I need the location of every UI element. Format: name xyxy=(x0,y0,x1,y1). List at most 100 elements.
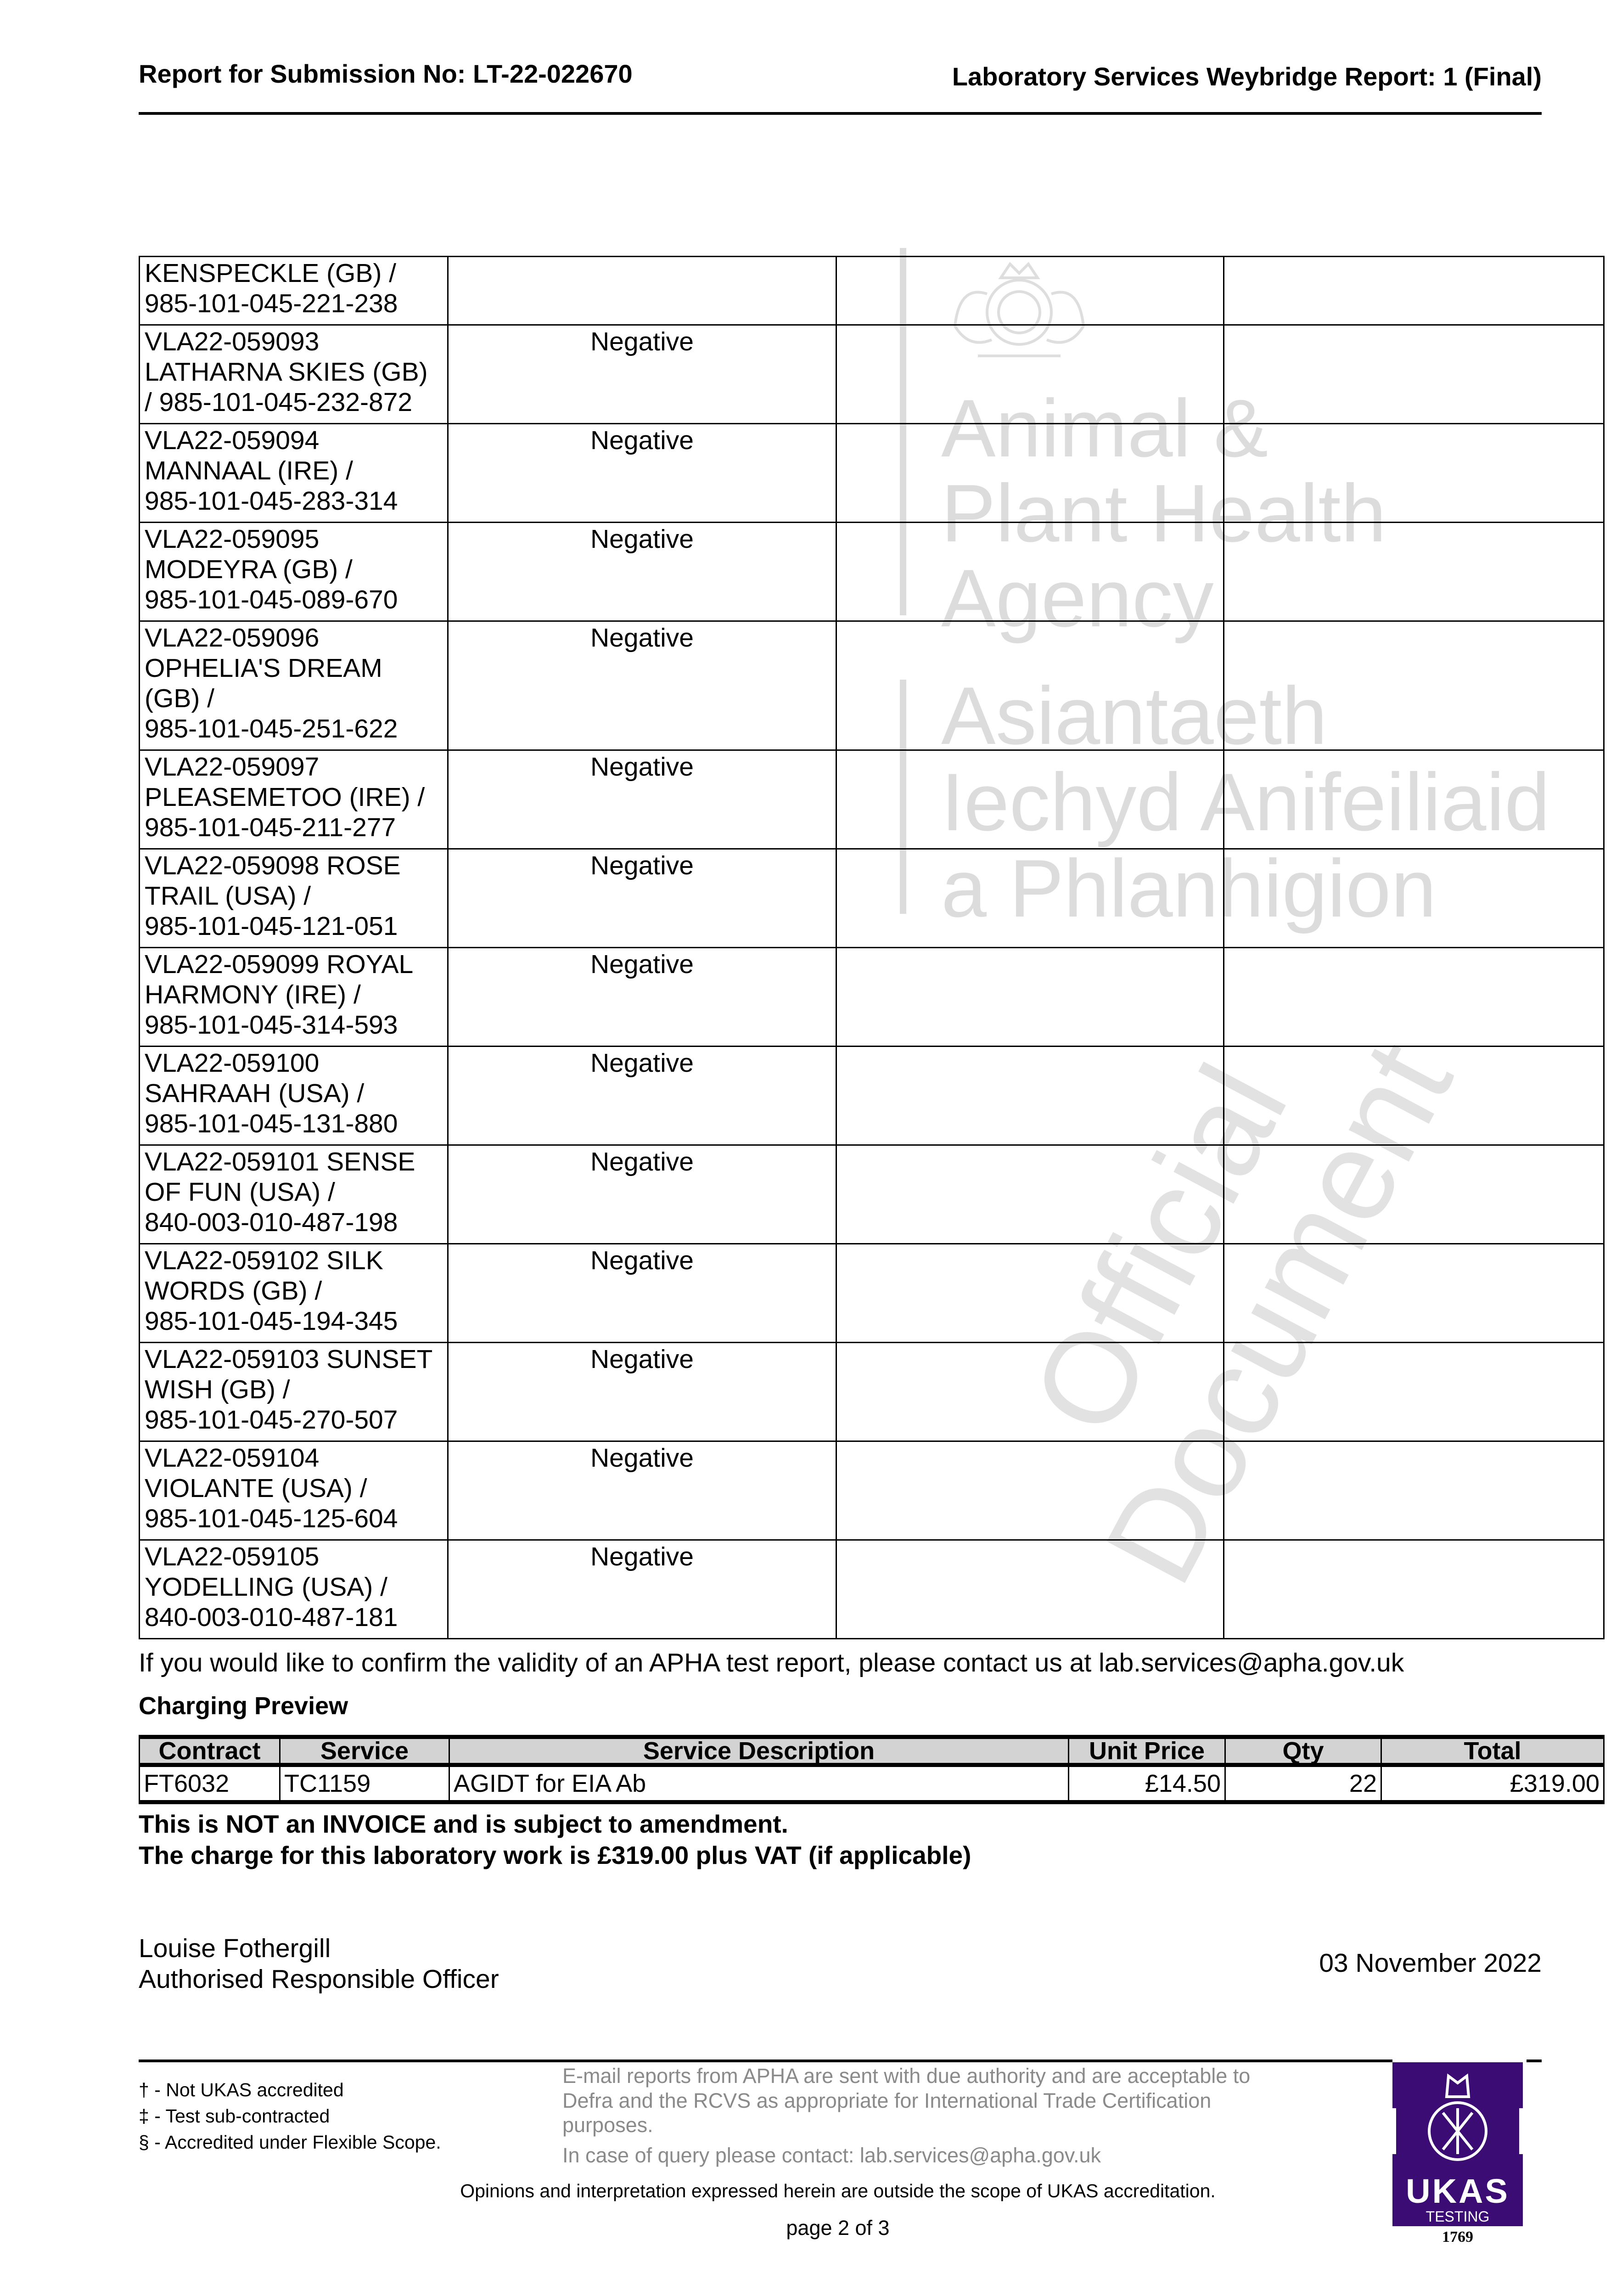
footnote-not-ukas: † - Not UKAS accredited xyxy=(139,2079,344,2100)
email-disclaimer-line: Defra and the RCVS as appropriate for In… xyxy=(562,2089,1212,2112)
empty-cell xyxy=(836,423,1224,523)
result-cell: Negative xyxy=(447,848,837,948)
footer-divider xyxy=(1527,2060,1542,2062)
sample-cell: VLA22-059104 VIOLANTE (USA) / 985-101-04… xyxy=(139,1441,449,1541)
empty-cell xyxy=(1223,522,1605,622)
query-contact: In case of query please contact: lab.ser… xyxy=(562,2144,1101,2167)
empty-cell xyxy=(1223,1441,1605,1541)
page-number: page 2 of 3 xyxy=(786,2216,890,2240)
not-invoice-notice: This is NOT an INVOICE and is subject to… xyxy=(139,1810,788,1838)
empty-cell xyxy=(836,522,1224,622)
table-row: VLA22-059097 PLEASEMETOO (IRE) / 985-101… xyxy=(139,749,1605,850)
empty-cell xyxy=(1223,256,1605,326)
ukas-logo: UKAS TESTING xyxy=(1392,2062,1523,2226)
result-cell: Negative xyxy=(447,1441,837,1541)
ukas-crown-icon xyxy=(1392,2073,1523,2161)
table-row: VLA22-059096 OPHELIA'S DREAM (GB) / 985-… xyxy=(139,620,1605,751)
result-cell: Negative xyxy=(447,620,837,751)
result-cell xyxy=(447,256,837,326)
col-total: Total xyxy=(1381,1735,1605,1767)
footnote-flexible-scope: § - Accredited under Flexible Scope. xyxy=(139,2132,441,2153)
result-cell: Negative xyxy=(447,947,837,1047)
empty-cell xyxy=(836,256,1224,326)
signatory-role: Authorised Responsible Officer xyxy=(139,1964,499,1994)
sample-cell: VLA22-059103 SUNSET WISH (GB) / 985-101-… xyxy=(139,1342,449,1442)
table-row: VLA22-059099 ROYAL HARMONY (IRE) / 985-1… xyxy=(139,947,1605,1047)
result-cell: Negative xyxy=(447,1342,837,1442)
empty-cell xyxy=(1223,1342,1605,1442)
report-submission-title: Report for Submission No: LT-22-022670 xyxy=(139,59,633,88)
service-cell: TC1159 xyxy=(279,1764,450,1804)
empty-cell xyxy=(1223,749,1605,850)
ukas-name: UKAS xyxy=(1406,2172,1510,2210)
empty-cell xyxy=(836,1046,1224,1146)
col-unit-price: Unit Price xyxy=(1068,1735,1226,1767)
empty-cell xyxy=(836,324,1224,424)
report-lab-title: Laboratory Services Weybridge Report: 1 … xyxy=(952,62,1542,91)
sample-cell: VLA22-059101 SENSE OF FUN (USA) / 840-00… xyxy=(139,1144,449,1244)
unit-price-cell: £14.50 xyxy=(1068,1764,1226,1804)
total-cell: £319.00 xyxy=(1381,1764,1605,1804)
result-cell: Negative xyxy=(447,1539,837,1639)
signatory-name: Louise Fothergill xyxy=(139,1934,331,1963)
table-row: VLA22-059094 MANNAAL (IRE) / 985-101-045… xyxy=(139,423,1605,523)
table-row: VLA22-059100 SAHRAAH (USA) / 985-101-045… xyxy=(139,1046,1605,1146)
empty-cell xyxy=(836,620,1224,751)
result-cell: Negative xyxy=(447,1243,837,1343)
footnote-subcontracted: ‡ - Test sub-contracted xyxy=(139,2105,330,2127)
qty-cell: 22 xyxy=(1224,1764,1382,1804)
col-contract: Contract xyxy=(139,1735,281,1767)
empty-cell xyxy=(836,749,1224,850)
report-date: 03 November 2022 xyxy=(1319,1948,1542,1978)
table-row: VLA22-059093 LATHARNA SKIES (GB) / 985-1… xyxy=(139,324,1605,424)
contract-cell: FT6032 xyxy=(139,1764,281,1804)
sample-cell: VLA22-059093 LATHARNA SKIES (GB) / 985-1… xyxy=(139,324,449,424)
header-divider xyxy=(139,112,1542,115)
empty-cell xyxy=(1223,1046,1605,1146)
ukas-number: 1769 xyxy=(1442,2228,1473,2245)
table-row: VLA22-059101 SENSE OF FUN (USA) / 840-00… xyxy=(139,1144,1605,1244)
empty-cell xyxy=(1223,1243,1605,1343)
empty-cell xyxy=(1223,423,1605,523)
table-row: KENSPECKLE (GB) / 985-101-045-221-238 xyxy=(139,256,1605,326)
empty-cell xyxy=(836,1441,1224,1541)
empty-cell xyxy=(1223,1539,1605,1639)
empty-cell xyxy=(836,1243,1224,1343)
sample-cell: VLA22-059094 MANNAAL (IRE) / 985-101-045… xyxy=(139,423,449,523)
sample-cell: VLA22-059095 MODEYRA (GB) / 985-101-045-… xyxy=(139,522,449,622)
col-service: Service xyxy=(279,1735,450,1767)
sample-cell: VLA22-059102 SILK WORDS (GB) / 985-101-0… xyxy=(139,1243,449,1343)
col-qty: Qty xyxy=(1224,1735,1382,1767)
empty-cell xyxy=(1223,947,1605,1047)
table-row: VLA22-059103 SUNSET WISH (GB) / 985-101-… xyxy=(139,1342,1605,1442)
table-row: VLA22-059105 YODELLING (USA) / 840-003-0… xyxy=(139,1539,1605,1639)
result-cell: Negative xyxy=(447,423,837,523)
charging-title: Charging Preview xyxy=(139,1692,348,1720)
empty-cell xyxy=(836,1342,1224,1442)
sample-cell: VLA22-059096 OPHELIA'S DREAM (GB) / 985-… xyxy=(139,620,449,751)
footer-divider xyxy=(139,2060,1392,2062)
result-cell: Negative xyxy=(447,1046,837,1146)
empty-cell xyxy=(836,1144,1224,1244)
sample-cell: VLA22-059099 ROYAL HARMONY (IRE) / 985-1… xyxy=(139,947,449,1047)
col-description: Service Description xyxy=(449,1735,1069,1767)
ukas-testing: TESTING xyxy=(1426,2208,1490,2225)
empty-cell xyxy=(1223,1144,1605,1244)
email-disclaimer-line: E-mail reports from APHA are sent with d… xyxy=(562,2064,1251,2088)
empty-cell xyxy=(836,848,1224,948)
results-table: KENSPECKLE (GB) / 985-101-045-221-238 VLA… xyxy=(139,256,1605,1639)
table-row: VLA22-059098 ROSE TRAIL (USA) / 985-101-… xyxy=(139,848,1605,948)
empty-cell xyxy=(836,1539,1224,1639)
sample-cell: VLA22-059100 SAHRAAH (USA) / 985-101-045… xyxy=(139,1046,449,1146)
result-cell: Negative xyxy=(447,522,837,622)
empty-cell xyxy=(1223,620,1605,751)
description-cell: AGIDT for EIA Ab xyxy=(449,1764,1069,1804)
email-disclaimer-line: purposes. xyxy=(562,2113,653,2137)
validity-note: If you would like to confirm the validit… xyxy=(139,1648,1404,1677)
result-cell: Negative xyxy=(447,324,837,424)
result-cell: Negative xyxy=(447,1144,837,1244)
opinions-disclaimer: Opinions and interpretation expressed he… xyxy=(460,2180,1216,2201)
sample-cell: VLA22-059105 YODELLING (USA) / 840-003-0… xyxy=(139,1539,449,1639)
sample-cell: VLA22-059098 ROSE TRAIL (USA) / 985-101-… xyxy=(139,848,449,948)
charging-table: Contract Service Service Description Uni… xyxy=(139,1735,1605,1804)
